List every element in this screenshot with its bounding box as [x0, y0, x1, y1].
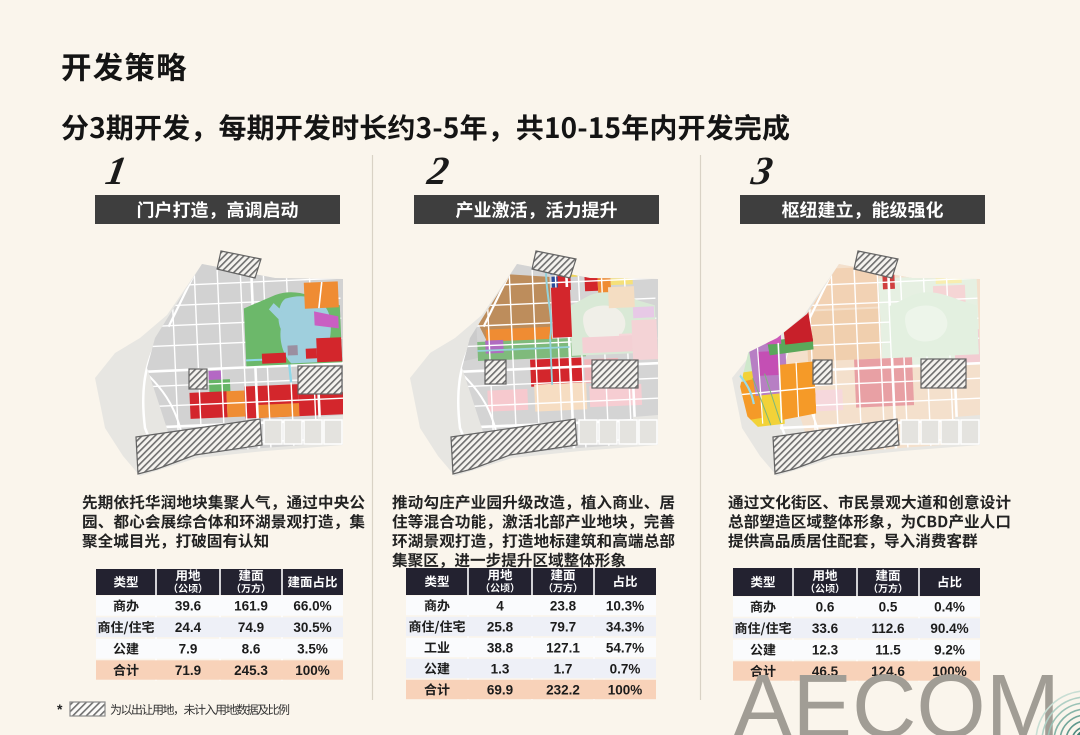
svg-text:24.4: 24.4 — [175, 620, 202, 635]
svg-text:33.6: 33.6 — [812, 621, 839, 636]
svg-text:11.5: 11.5 — [875, 643, 901, 658]
svg-text:79.7: 79.7 — [550, 619, 576, 634]
svg-text:34.3%: 34.3% — [606, 619, 644, 634]
svg-text:245.3: 245.3 — [234, 663, 268, 678]
svg-text:3.5%: 3.5% — [297, 642, 328, 657]
svg-text:90.4%: 90.4% — [930, 621, 968, 636]
svg-text:0.5: 0.5 — [879, 600, 898, 615]
svg-text:4: 4 — [496, 598, 504, 613]
svg-text:38.8: 38.8 — [487, 640, 514, 655]
svg-text:1.7: 1.7 — [554, 661, 573, 676]
svg-text:0.4%: 0.4% — [934, 600, 965, 615]
svg-text:1.3: 1.3 — [491, 661, 510, 676]
svg-text:12.3: 12.3 — [812, 643, 839, 658]
svg-text:66.0%: 66.0% — [293, 599, 331, 614]
svg-text:*: * — [57, 701, 63, 717]
svg-text:71.9: 71.9 — [175, 663, 201, 678]
svg-text:112.6: 112.6 — [871, 621, 905, 636]
svg-text:9.2%: 9.2% — [934, 643, 965, 658]
svg-text:74.9: 74.9 — [238, 620, 264, 635]
svg-text:124.6: 124.6 — [871, 664, 905, 679]
svg-text:161.9: 161.9 — [234, 599, 268, 614]
svg-text:127.1: 127.1 — [546, 640, 580, 655]
svg-text:100%: 100% — [608, 682, 643, 697]
svg-text:30.5%: 30.5% — [293, 620, 331, 635]
svg-text:39.6: 39.6 — [175, 599, 202, 614]
svg-text:0.7%: 0.7% — [610, 661, 641, 676]
svg-text:10.3%: 10.3% — [606, 598, 644, 613]
svg-text:69.9: 69.9 — [487, 682, 513, 697]
svg-text:46.5: 46.5 — [812, 664, 839, 679]
svg-text:7.9: 7.9 — [179, 642, 198, 657]
svg-text:100%: 100% — [295, 663, 330, 678]
svg-text:AECOM: AECOM — [733, 657, 1060, 735]
svg-text:8.6: 8.6 — [242, 642, 261, 657]
svg-text:54.7%: 54.7% — [606, 640, 644, 655]
svg-text:0.6: 0.6 — [816, 600, 835, 615]
svg-text:25.8: 25.8 — [487, 619, 514, 634]
svg-text:232.2: 232.2 — [546, 682, 580, 697]
svg-text:100%: 100% — [932, 664, 967, 679]
svg-text:23.8: 23.8 — [550, 598, 577, 613]
